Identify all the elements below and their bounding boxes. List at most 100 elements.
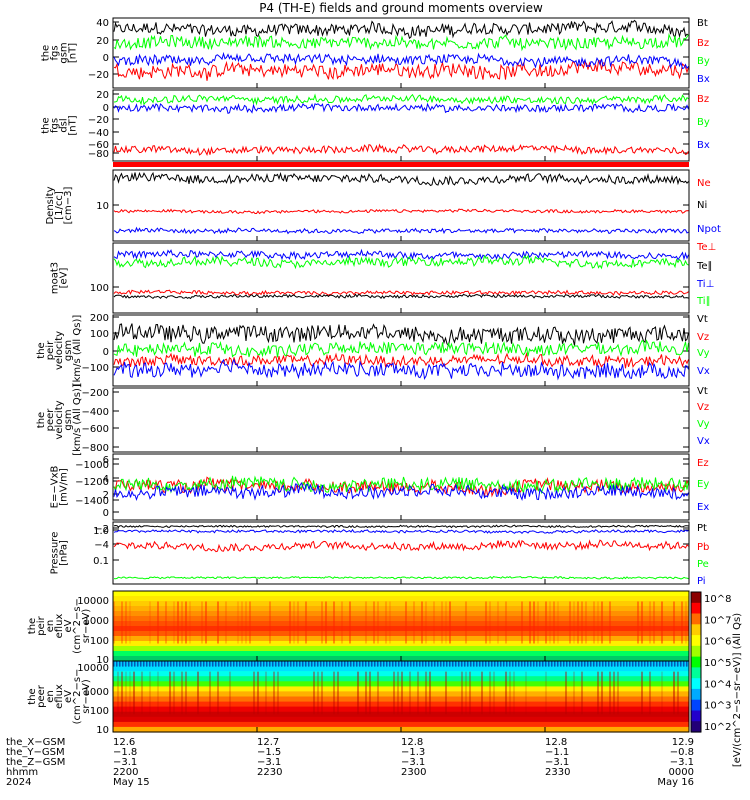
colorbar-tick: 10^6 — [704, 637, 731, 648]
heatmap-texture — [525, 671, 527, 715]
heatmap-texture — [481, 671, 483, 715]
y-axis-label: dsl — [59, 118, 70, 132]
colorbar-swatch — [691, 688, 701, 701]
heatmap-texture — [308, 661, 310, 667]
y-tick-label: 20 — [96, 36, 109, 47]
heatmap-texture — [421, 601, 423, 644]
heatmap-texture — [229, 671, 231, 715]
heatmap-texture — [677, 671, 679, 715]
heatmap-texture — [241, 601, 243, 644]
heatmap-texture — [505, 671, 507, 715]
heatmap-texture — [182, 661, 184, 667]
y-axis-label: [nT] — [68, 43, 79, 63]
heatmap-texture — [389, 601, 391, 644]
heatmap-texture — [551, 661, 553, 667]
series-line-bdsl — [113, 143, 689, 156]
legend-entry: Bt — [697, 18, 708, 29]
y-tick-label: 10000 — [77, 596, 109, 607]
heatmap-texture — [164, 661, 166, 667]
y-axis-label: [eV] — [59, 268, 70, 289]
heatmap-band — [113, 641, 689, 647]
heatmap-texture — [653, 601, 655, 644]
heatmap-texture — [573, 671, 575, 715]
heatmap-texture — [641, 671, 643, 715]
heatmap-texture — [641, 601, 643, 644]
heatmap-texture — [674, 661, 676, 667]
heatmap-texture — [349, 601, 351, 644]
heatmap-texture — [597, 601, 599, 644]
y-axis-label: fgs — [50, 118, 61, 133]
heatmap-texture — [405, 601, 407, 644]
heatmap-texture — [389, 661, 391, 667]
heatmap-texture — [665, 661, 667, 667]
x-axis-value: May 16 — [657, 777, 694, 788]
heatmap-texture — [278, 661, 280, 667]
heatmap-texture — [266, 661, 268, 667]
legend-entry: Bx — [697, 74, 710, 85]
y-tick-label: −600 — [82, 424, 109, 435]
y-axis-label: [cm−3] — [63, 187, 74, 225]
y-axis-label: the — [27, 688, 38, 704]
heatmap-texture — [569, 601, 571, 644]
y-tick-label: 1000 — [84, 687, 109, 698]
heatmap-texture — [565, 671, 567, 715]
heatmap-texture — [569, 661, 571, 667]
heatmap-texture — [469, 671, 471, 715]
heatmap-band — [113, 606, 689, 612]
heatmap-texture — [311, 661, 313, 667]
y-axis-label: [nT] — [68, 115, 79, 135]
heatmap-texture — [596, 661, 598, 667]
heatmap-texture — [143, 661, 145, 667]
heatmap-texture — [434, 661, 436, 667]
heatmap-texture — [455, 661, 457, 667]
heatmap-texture — [623, 661, 625, 667]
y-tick-label: −80 — [88, 149, 109, 160]
heatmap-texture — [189, 601, 191, 644]
heatmap-band — [113, 596, 689, 602]
heatmap-texture — [165, 601, 167, 644]
heatmap-texture — [305, 661, 307, 667]
heatmap-texture — [350, 661, 352, 667]
heatmap-texture — [128, 661, 130, 667]
x-axis-value: 2200 — [113, 767, 138, 778]
heatmap-texture — [362, 661, 364, 667]
y-axis-label: the — [41, 117, 52, 133]
legend-entry: Vt — [697, 314, 708, 325]
heatmap-texture — [317, 671, 319, 715]
x-axis-row-label: the_X−GSM — [6, 737, 65, 748]
y-axis-label: the — [36, 412, 47, 428]
heatmap-texture — [601, 601, 603, 644]
legend-entry: Pt — [697, 523, 707, 534]
heatmap-texture — [146, 661, 148, 667]
heatmap-texture — [548, 661, 550, 667]
heatmap-texture — [489, 601, 491, 644]
heatmap-texture — [185, 671, 187, 715]
heatmap-texture — [557, 601, 559, 644]
heatmap-texture — [425, 671, 427, 715]
heatmap-texture — [530, 661, 532, 667]
heatmap-texture — [563, 661, 565, 667]
x-axis-value: 12.7 — [257, 737, 279, 748]
heatmap-band — [113, 721, 689, 728]
heatmap-texture — [173, 601, 175, 644]
heatmap-band — [113, 626, 689, 632]
y-axis-label: Pressure — [50, 532, 61, 575]
panel-temp: moat3[eV] 100 Te⊥ Te∥ Ti⊥ Ti∥ — [50, 242, 716, 314]
y-axis-label: gsm — [63, 340, 74, 361]
legend-entry: By — [697, 56, 710, 67]
heatmap-texture — [227, 661, 229, 667]
y-tick-label: −1000 — [75, 460, 109, 471]
y-axis-label: en — [45, 620, 56, 633]
heatmap-texture — [237, 601, 239, 644]
heatmap-texture — [248, 661, 250, 667]
heatmap-texture — [317, 661, 319, 667]
heatmap-texture — [449, 661, 451, 667]
y-tick-label: −1200 — [75, 477, 109, 488]
y-tick-label: 6 — [103, 455, 109, 466]
heatmap-texture — [637, 601, 639, 644]
heatmap-texture — [445, 671, 447, 715]
heatmap-band — [113, 616, 689, 622]
heatmap-texture — [437, 661, 439, 667]
heatmap-band — [113, 631, 689, 637]
